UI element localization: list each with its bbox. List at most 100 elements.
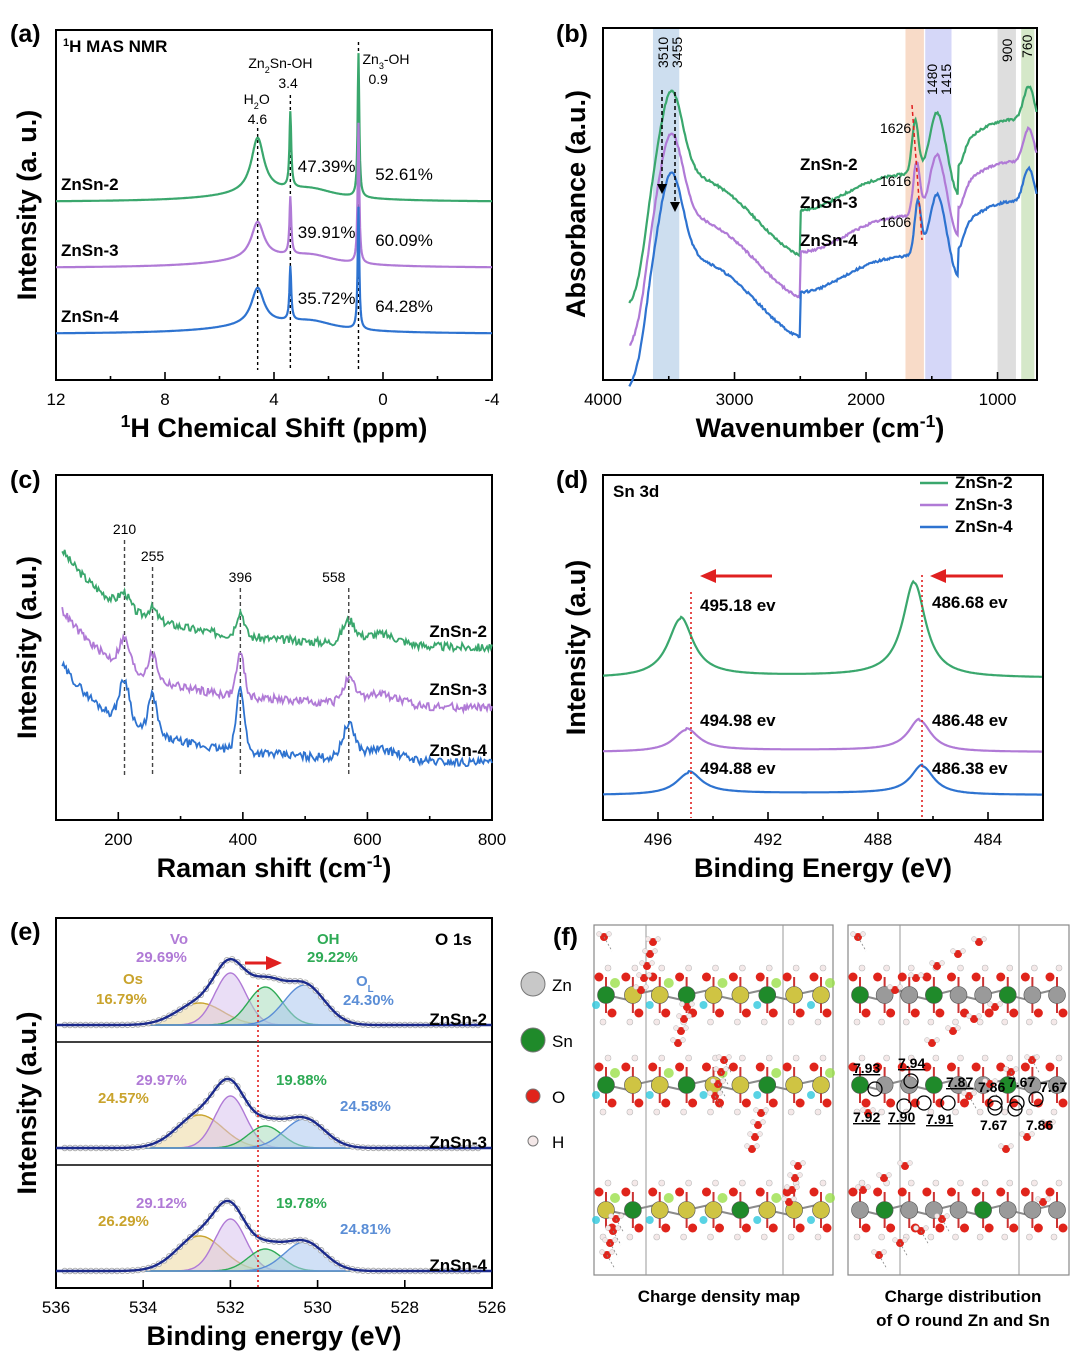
f-water-h: [997, 1001, 1003, 1007]
e-xtick-label: 536: [42, 1298, 70, 1317]
f-o-atom: [755, 1062, 765, 1072]
f-charge-ring: [1007, 1101, 1023, 1117]
f-water-h: [612, 1237, 618, 1243]
f-metal-atom: [812, 986, 830, 1004]
f-metal-atom: [949, 986, 968, 1004]
f-h-atom: [739, 964, 746, 972]
f-o-atom: [741, 1008, 751, 1018]
f-h-atom: [765, 1179, 773, 1187]
f-charge-ring: [940, 1095, 956, 1111]
f-h-atom: [1001, 1018, 1009, 1026]
f-metal-atom: [974, 1201, 992, 1219]
f-water-h: [618, 1213, 624, 1219]
f-o-atom: [675, 1062, 685, 1072]
b-xtick-label: 1000: [979, 390, 1017, 409]
d-xtick-label: 492: [754, 830, 782, 849]
b-ann-1606: 1606: [880, 214, 911, 230]
f-o-atom: [607, 1098, 617, 1108]
c-peak-label: 396: [229, 569, 253, 585]
f-o-atom: [661, 1223, 671, 1233]
f-water-h: [982, 1078, 988, 1084]
f-water-h: [939, 960, 945, 966]
f-metal-atom: [851, 1076, 869, 1094]
f-o-atom: [741, 1098, 751, 1108]
f-metal-atom: [731, 986, 750, 1004]
f-charge-lobe: [825, 1193, 835, 1203]
f-h-atom: [626, 1108, 634, 1116]
f-charge-ring: [867, 1081, 883, 1097]
b-ann-900: 900: [999, 38, 1015, 62]
f-o-atom: [922, 972, 932, 982]
f-o-atom: [886, 1008, 896, 1018]
b-xtick-label: 2000: [847, 390, 885, 409]
f-hbond: [723, 1059, 733, 1075]
b-xlabel: Wavenumber (cm-1): [696, 411, 945, 443]
f-water-h: [913, 1225, 919, 1231]
f-h-atom: [787, 1108, 795, 1116]
f-h-atom: [1050, 1233, 1058, 1241]
f-water-h: [992, 1078, 998, 1084]
f-metal-atom: [731, 1201, 750, 1219]
b-ylabel: Absorbance (a.u.): [561, 90, 591, 318]
f-h-atom: [819, 1179, 827, 1187]
e-val-os: 24.57%: [98, 1090, 149, 1107]
e-val-vo: 29.12%: [136, 1195, 187, 1212]
d-arrow-head: [930, 569, 946, 583]
f-charge-lobe: [645, 1001, 654, 1009]
f-water-o: [864, 1109, 872, 1117]
f-o-atom: [795, 1098, 805, 1108]
f-charge-lobe: [699, 1001, 708, 1009]
e-envelope-ZnSn-2: [56, 958, 492, 1027]
f-water-h: [855, 1184, 861, 1190]
f-charge-value: 7.87: [946, 1074, 973, 1090]
panel-a-frame: [55, 29, 493, 381]
d-series-ZnSn-3: [603, 717, 1042, 753]
f-o-atom: [675, 1187, 685, 1197]
f-o-atom: [922, 1187, 932, 1197]
f-h-atom: [599, 1108, 607, 1116]
f-water-h: [605, 1225, 611, 1231]
f-metal-atom: [650, 986, 669, 1004]
f-water-h: [726, 1054, 732, 1060]
f-water-h: [1035, 1196, 1041, 1202]
f-o-atom: [960, 1223, 969, 1233]
f-water-o: [640, 974, 648, 982]
f-h-atom: [792, 1054, 800, 1062]
f-water-h: [800, 1160, 806, 1166]
f-water-h: [923, 1225, 929, 1231]
f-charge-lobe: [610, 1193, 620, 1203]
f-water-h: [707, 1090, 713, 1096]
f-water-h: [599, 1249, 605, 1255]
f-o-atom: [1009, 1008, 1019, 1018]
f-water-h: [673, 1025, 679, 1031]
f-metal-atom: [812, 1201, 830, 1219]
d-series-ZnSn-2: [602, 579, 1042, 678]
b-xtick-label: 4000: [584, 390, 622, 409]
f-h-atom: [1026, 1018, 1033, 1026]
b-series-label: ZnSn-3: [800, 193, 858, 212]
f-caption-left: Charge density map: [638, 1287, 801, 1306]
f-o-atom: [795, 1008, 805, 1018]
f-metal-atom: [650, 1201, 669, 1219]
a-xlabel: 1H Chemical Shift (ppm): [121, 411, 428, 443]
f-water-o: [646, 950, 654, 958]
f-h-atom: [631, 1179, 639, 1187]
f-water-h: [744, 1143, 750, 1149]
f-o-atom: [675, 972, 685, 982]
a-ylabel: Intensity (a. u.): [12, 110, 42, 301]
f-caption-right-1: Charge distribution: [885, 1287, 1042, 1306]
b-band: [1021, 28, 1035, 380]
f-hbond: [720, 1071, 730, 1087]
f-o-atom: [971, 1187, 981, 1197]
f-charge-ring: [987, 1095, 1003, 1111]
f-o-atom: [621, 1187, 631, 1197]
a-pct-right: 64.28%: [375, 297, 433, 316]
f-o-atom: [822, 1098, 832, 1108]
f-h-atom: [658, 964, 666, 972]
f-water-h: [649, 960, 655, 966]
a-pct-left: 35.72%: [298, 289, 356, 308]
f-charge-distribution: [847, 924, 1070, 1276]
f-metal-atom: [704, 986, 723, 1004]
f-water-h: [960, 948, 966, 954]
f-hbond: [857, 936, 867, 952]
